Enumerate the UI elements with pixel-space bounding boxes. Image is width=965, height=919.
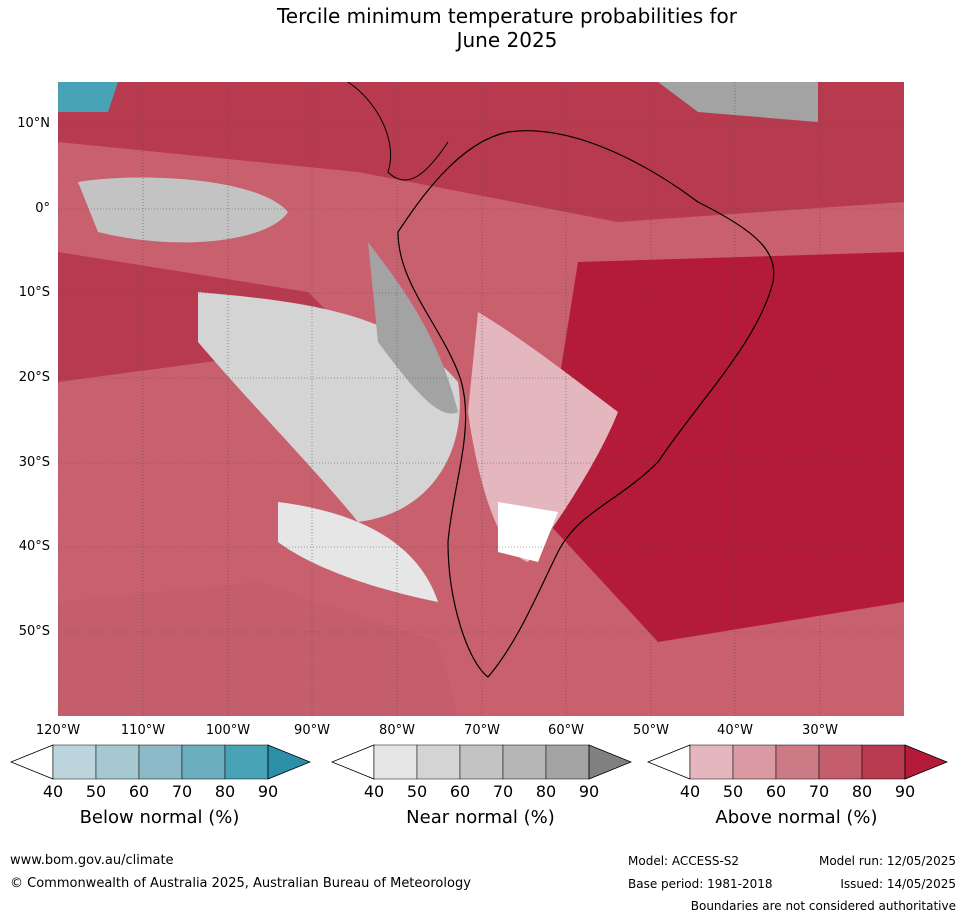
below-normal-swatch-80 (224, 744, 269, 780)
above-normal-tick-60: 60 (765, 782, 787, 801)
continent-outline (397, 130, 775, 678)
above-normal-tick-80: 80 (851, 782, 873, 801)
above-normal-light-patch (468, 312, 618, 562)
near-normal-swatch-60 (459, 744, 504, 780)
below-normal-swatch-60 (138, 744, 183, 780)
above-normal-tick-40: 40 (679, 782, 701, 801)
near-normal-swatch-70 (502, 744, 547, 780)
above-normal-tick-70: 70 (808, 782, 830, 801)
lon-label-100w: 100°W (205, 723, 251, 738)
map-svg (58, 82, 904, 716)
above-normal-tick-50: 50 (722, 782, 744, 801)
above-band-east (538, 252, 904, 642)
near-normal-tick-60: 60 (449, 782, 471, 801)
near-normal-swatch-80 (545, 744, 590, 780)
footer-copyright: © Commonwealth of Australia 2025, Austra… (10, 876, 471, 891)
below-normal-tick-40: 40 (42, 782, 64, 801)
below-normal-below-40-swatch (10, 744, 54, 780)
below-normal-tick-80: 80 (214, 782, 236, 801)
footer-model-run: Model run: 12/05/2025 (818, 854, 956, 868)
below-normal-tick-60: 60 (128, 782, 150, 801)
above-normal-colorbar (647, 744, 948, 780)
footer-base-period: Base period: 1981-2018 (628, 877, 773, 891)
lon-label-90w: 90°W (294, 723, 330, 738)
footer-model: Model: ACCESS-S2 (628, 854, 740, 868)
below-normal-swatch-50 (95, 744, 140, 780)
near-normal-patch-5 (658, 82, 818, 122)
above-normal-swatch-70 (818, 744, 863, 780)
above-normal-tick-90: 90 (894, 782, 916, 801)
near-normal-tick-70: 70 (492, 782, 514, 801)
below-normal-swatch-40 (52, 744, 97, 780)
map-title: Tercile minimum temperature probabilitie… (0, 4, 965, 52)
near-normal-title: Near normal (%) (406, 807, 555, 828)
lon-label-40w: 40°W (717, 723, 753, 738)
footer-url: www.bom.gov.au/climate (10, 853, 174, 868)
lon-label-50w: 50°W (633, 723, 669, 738)
probability-map (58, 82, 904, 716)
below-normal-tick-50: 50 (85, 782, 107, 801)
above-band-south (58, 582, 458, 716)
lat-label-20s: 20°S (18, 370, 50, 385)
central-america-outline (347, 82, 449, 181)
above-normal-swatch-80 (861, 744, 906, 780)
above-normal-below-40-swatch (647, 744, 691, 780)
lon-label-70w: 70°W (464, 723, 500, 738)
near-normal-patch-3 (368, 242, 458, 414)
near-normal-swatch-50 (416, 744, 461, 780)
lon-label-30w: 30°W (802, 723, 838, 738)
lat-label-10n: 10°N (17, 116, 50, 131)
lon-label-60w: 60°W (548, 723, 584, 738)
below-normal-above-90-swatch (267, 744, 311, 780)
title-line-2: June 2025 (456, 28, 558, 52)
lon-label-110w: 110°W (120, 723, 166, 738)
footer-issued: Issued: 14/05/2025 (840, 877, 956, 891)
above-normal-title: Above normal (%) (715, 807, 878, 828)
lon-label-80w: 80°W (379, 723, 415, 738)
above-normal-swatch-50 (732, 744, 777, 780)
lat-label-10s: 10°S (18, 285, 50, 300)
near-normal-patch-1 (78, 177, 288, 243)
footer-disclaimer: Boundaries are not considered authoritat… (690, 899, 956, 913)
lon-label-120w: 120°W (35, 723, 81, 738)
title-line-1: Tercile minimum temperature probabilitie… (276, 4, 738, 28)
graticule (58, 82, 904, 716)
above-normal-swatch-40 (689, 744, 734, 780)
near-normal-swatch-40 (373, 744, 418, 780)
above-normal-above-90-swatch (904, 744, 948, 780)
below-normal-patch (58, 82, 118, 112)
below-normal-tick-70: 70 (171, 782, 193, 801)
near-normal-tick-80: 80 (535, 782, 557, 801)
lat-label-0: 0° (35, 201, 50, 216)
near-normal-patch-4 (278, 502, 438, 602)
above-band-north (58, 82, 904, 222)
below-normal-tick-90: 90 (257, 782, 279, 801)
lat-label-40s: 40°S (18, 539, 50, 554)
near-normal-below-40-swatch (331, 744, 375, 780)
near-normal-tick-40: 40 (363, 782, 385, 801)
lat-label-30s: 30°S (18, 455, 50, 470)
white-patch (498, 502, 558, 562)
below-normal-swatch-70 (181, 744, 226, 780)
near-normal-tick-50: 50 (406, 782, 428, 801)
below-normal-colorbar (10, 744, 311, 780)
near-normal-tick-90: 90 (578, 782, 600, 801)
near-normal-above-90-swatch (588, 744, 632, 780)
lat-label-50s: 50°S (18, 624, 50, 639)
above-normal-swatch-60 (775, 744, 820, 780)
below-normal-title: Below normal (%) (79, 807, 240, 828)
near-normal-colorbar (331, 744, 632, 780)
